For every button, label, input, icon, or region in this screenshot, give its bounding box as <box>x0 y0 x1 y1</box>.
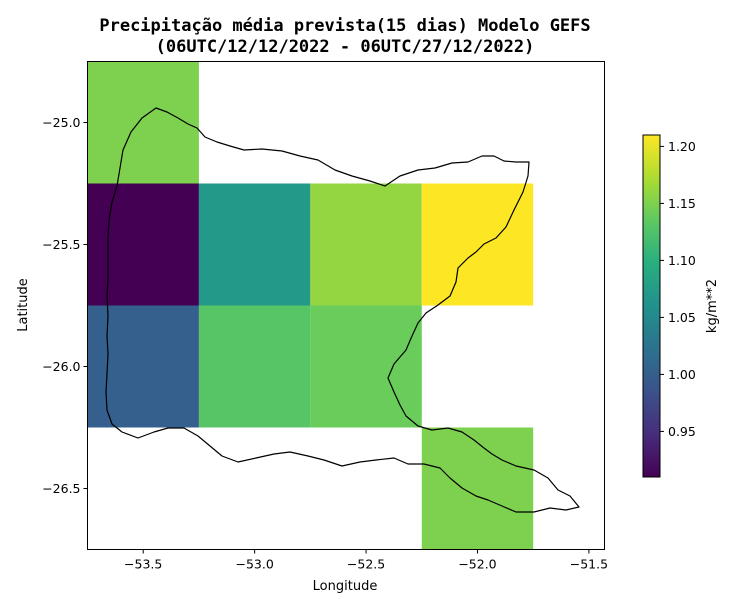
colorbar <box>642 134 661 478</box>
colorbar-tick-label: 1.05 <box>668 310 696 325</box>
x-tick-label: −53.0 <box>235 557 273 572</box>
heatmap-cell-6 <box>198 305 311 428</box>
colorbar-ticks: 0.95 1.00 1.05 1.10 1.15 1.20 <box>660 139 696 439</box>
heatmap-cell-5 <box>87 305 199 428</box>
x-tick-label: −53.5 <box>124 557 162 572</box>
heatmap-cell-4 <box>421 183 534 306</box>
colorbar-tick-label: 1.10 <box>668 253 696 268</box>
chart-subtitle: (06UTC/12/12/2022 - 06UTC/27/12/2022) <box>156 37 535 57</box>
y-axis-ticks: −25.0 −25.5 −26.0 −26.5 <box>42 115 88 496</box>
y-tick-label: −25.5 <box>42 237 80 252</box>
colorbar-label: kg/m**2 <box>705 279 720 333</box>
x-axis-label: Longitude <box>313 579 378 594</box>
x-tick-label: −51.5 <box>570 557 608 572</box>
heatmap-cell-2 <box>198 183 311 306</box>
heatmap-cell-0 <box>87 61 199 184</box>
heatmap-cell-3 <box>310 183 422 306</box>
x-axis-ticks: −53.5 −53.0 −52.5 −52.0 −51.5 <box>124 549 608 572</box>
colorbar-tick-label: 0.95 <box>668 424 696 439</box>
colorbar-tick-label: 1.00 <box>668 367 696 382</box>
colorbar-tick-label: 1.20 <box>668 139 696 154</box>
y-tick-label: −25.0 <box>42 115 80 130</box>
x-tick-label: −52.0 <box>458 557 496 572</box>
plot-frame <box>87 61 605 550</box>
region-outline <box>105 107 580 513</box>
y-tick-label: −26.0 <box>42 359 80 374</box>
heatmap-cell-7 <box>310 305 422 428</box>
y-axis-label: Latitude <box>16 278 31 332</box>
colorbar-tick-label: 1.15 <box>668 196 696 211</box>
x-tick-label: −52.5 <box>347 557 385 572</box>
heatmap-cells <box>87 61 534 550</box>
heatmap-cell-8 <box>421 427 534 550</box>
y-tick-label: −26.5 <box>42 481 80 496</box>
heatmap-cell-1 <box>87 183 199 306</box>
chart-title: Precipitação média prevista(15 dias) Mod… <box>99 16 590 36</box>
